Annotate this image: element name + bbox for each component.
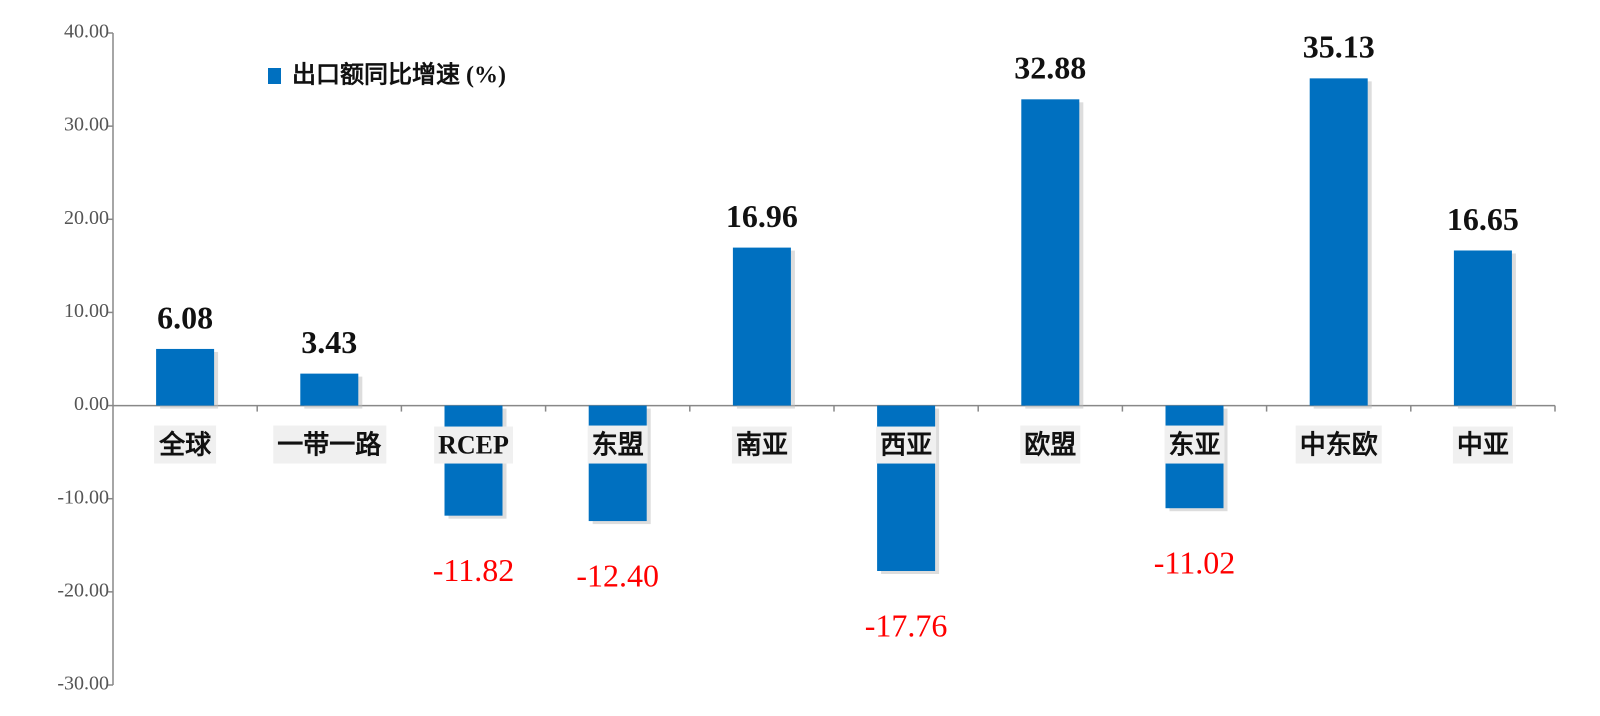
- bar: [156, 348, 215, 406]
- x-tick-label: 中东欧: [1300, 430, 1378, 460]
- x-tick-label: 欧盟: [1024, 430, 1076, 460]
- x-tick-label: 全球: [158, 430, 212, 460]
- category-label-bg: [731, 426, 792, 464]
- value-label: 32.88: [1014, 50, 1086, 86]
- bar: [1021, 99, 1080, 406]
- value-label: 35.13: [1303, 29, 1375, 65]
- category-label-bg: [273, 425, 387, 464]
- x-tick-label: 一带一路: [277, 430, 382, 460]
- value-label: 16.96: [726, 198, 798, 234]
- category-label-bg: [587, 425, 648, 464]
- bar: [300, 373, 359, 406]
- category-label-bg: [1164, 425, 1225, 464]
- y-tick-label: 30.00: [64, 114, 109, 136]
- category-label-bg: [434, 426, 514, 464]
- y-tick-label: 40.00: [64, 21, 109, 43]
- x-tick-label: RCEP: [438, 431, 509, 460]
- y-tick-label: -30.00: [57, 673, 109, 695]
- category-label-bg: [1452, 426, 1513, 464]
- y-tick-label: 20.00: [64, 207, 109, 229]
- value-label: -11.02: [1154, 545, 1235, 581]
- category-label-bg: [1295, 425, 1382, 464]
- y-tick-label: -10.00: [57, 486, 109, 508]
- value-label: -12.40: [576, 557, 659, 593]
- category-label-bg: [154, 425, 217, 464]
- x-tick-label: 南亚: [736, 431, 788, 460]
- x-tick-label: 中亚: [1457, 431, 1509, 460]
- x-tick-label: 西亚: [880, 431, 932, 460]
- y-tick-label: 10.00: [64, 300, 109, 322]
- y-tick-label: 0.00: [74, 393, 109, 415]
- x-tick-label: 东盟: [592, 430, 644, 460]
- value-label: 6.08: [157, 299, 213, 335]
- bar: [1453, 250, 1512, 406]
- value-label: 16.65: [1447, 201, 1519, 237]
- bar: [732, 247, 791, 406]
- y-tick-label: -20.00: [57, 579, 109, 601]
- value-label: 3.43: [301, 324, 357, 360]
- x-tick-label: 东亚: [1168, 430, 1220, 460]
- category-label-bg: [876, 426, 937, 464]
- value-label: -17.76: [865, 607, 948, 643]
- bar: [1309, 78, 1368, 406]
- legend-label: 出口额同比增速 (%): [292, 61, 506, 89]
- legend-swatch: [268, 68, 281, 84]
- value-label: -11.82: [433, 552, 514, 588]
- category-label-bg: [1020, 425, 1081, 464]
